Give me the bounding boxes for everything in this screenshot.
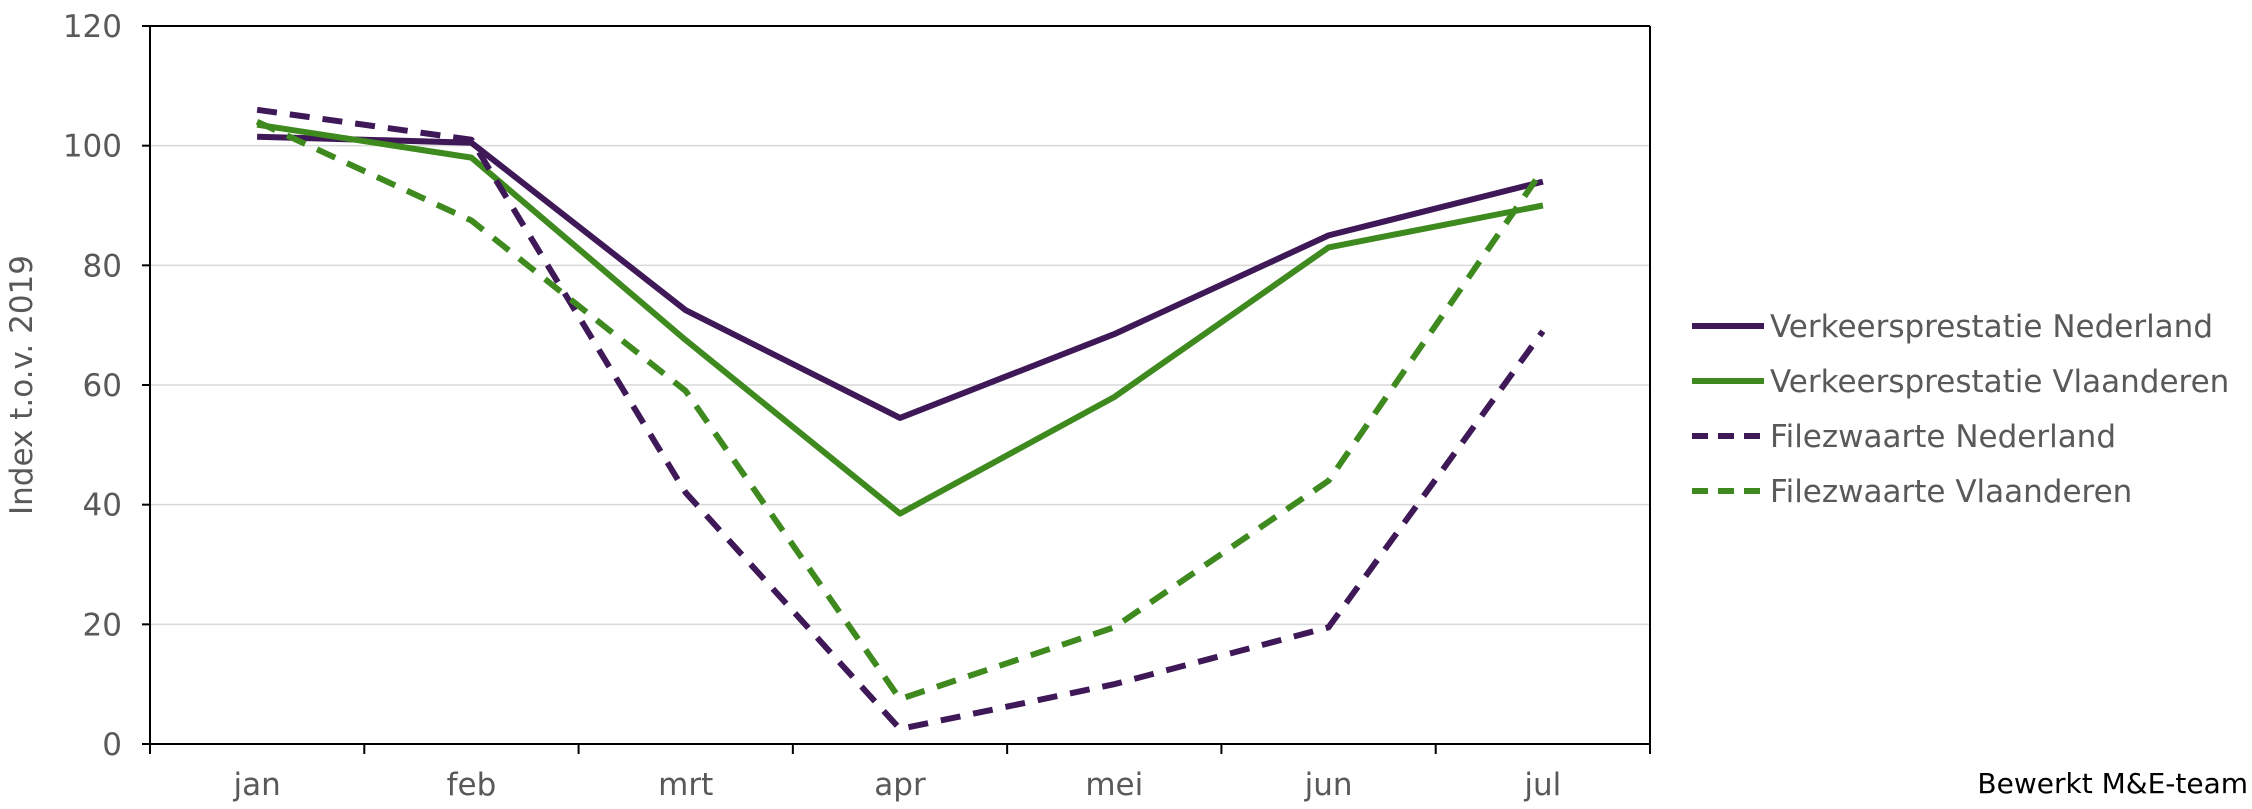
x-tick-label: mrt bbox=[658, 767, 713, 803]
series-line-2 bbox=[256, 121, 1544, 517]
y-tick-label: 100 bbox=[63, 129, 122, 165]
y-tick-label: 40 bbox=[83, 488, 122, 524]
legend-label: Filezwaarte Nederland bbox=[1770, 419, 2116, 455]
series-line-3 bbox=[256, 106, 1546, 732]
y-tick-label: 80 bbox=[83, 248, 122, 284]
axes: 0 20 40 60 80 100 120 jan feb mrt apr mei jun jul bbox=[63, 9, 1651, 803]
y-tick-label: 0 bbox=[102, 727, 122, 763]
gridlines bbox=[150, 144, 1650, 626]
x-tick-label: jan bbox=[233, 767, 281, 803]
legend-label: Filezwaarte Vlaanderen bbox=[1770, 474, 2132, 510]
y-tick-label: 120 bbox=[63, 9, 122, 45]
legend-label: Verkeersprestatie Nederland bbox=[1770, 309, 2213, 345]
x-tick-label: mei bbox=[1085, 767, 1143, 803]
x-tick-label: feb bbox=[447, 767, 497, 803]
credit-text: Bewerkt M&E-team bbox=[1977, 767, 2248, 800]
series-lines bbox=[255, 106, 1546, 732]
y-axis-label: Index t.o.v. 2019 bbox=[4, 255, 40, 515]
y-tick-label: 20 bbox=[83, 607, 122, 643]
legend-label: Verkeersprestatie Vlaanderen bbox=[1770, 364, 2229, 400]
y-tick-label: 60 bbox=[83, 368, 122, 404]
x-tick-label: jul bbox=[1523, 767, 1561, 803]
series-line-4 bbox=[255, 118, 1546, 703]
x-tick-label: jun bbox=[1304, 767, 1353, 803]
x-tick-label: apr bbox=[874, 767, 926, 803]
legend: Verkeersprestatie Nederland Verkeersprest… bbox=[1692, 309, 2229, 510]
series-line-1 bbox=[257, 133, 1544, 421]
